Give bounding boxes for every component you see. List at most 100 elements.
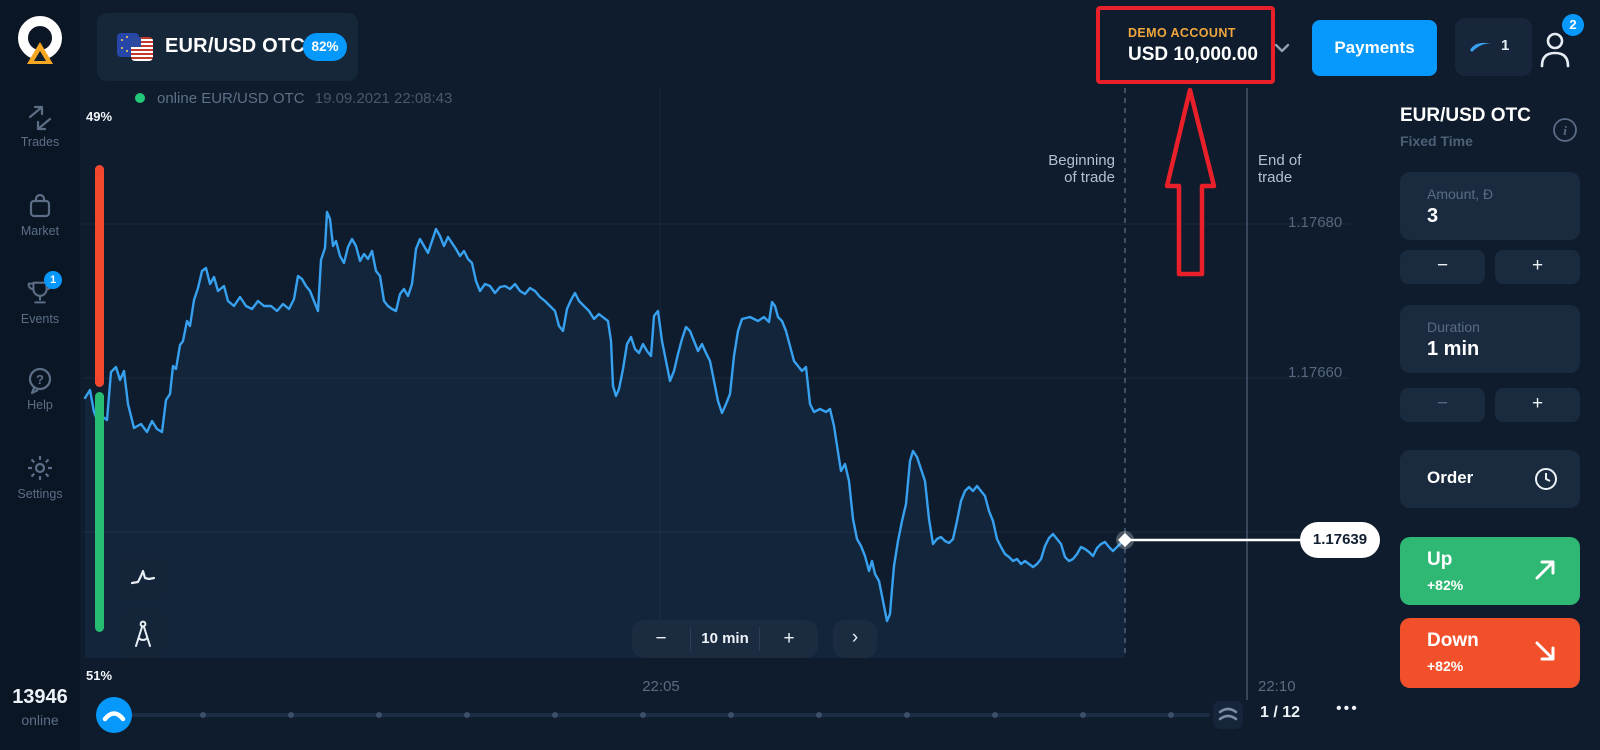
sidebar-item-help[interactable]: ? Help (0, 366, 80, 412)
mini-chart-icon (102, 711, 126, 722)
status-online: online (157, 90, 198, 107)
up-label: Up (1427, 549, 1453, 570)
profile-button[interactable]: 2 (1532, 14, 1584, 76)
up-button[interactable]: Up +82% (1400, 537, 1580, 605)
time-axis-tick: 22:05 (642, 678, 680, 695)
chevron-down-icon[interactable] (1274, 42, 1290, 54)
payments-label: Payments (1334, 38, 1415, 57)
clock-icon (1535, 468, 1557, 490)
sidebar-item-label: Help (27, 398, 53, 412)
current-price-marker (1117, 532, 1133, 548)
olymp-logo-icon (18, 16, 62, 64)
go-to-live-button[interactable] (1213, 701, 1243, 729)
zoom-out-button[interactable]: − (655, 628, 667, 649)
duration-value: 1 min (1427, 338, 1480, 360)
track-dot (728, 712, 734, 718)
gift-swoosh-icon (1470, 42, 1492, 52)
chart-area-fill (85, 212, 1125, 658)
account-type: DEMO ACCOUNT (1128, 26, 1236, 40)
sidebar-item-trades[interactable]: Trades (0, 105, 80, 149)
sidebar-item-settings[interactable]: Settings (0, 453, 80, 501)
payments-button[interactable]: Payments (1312, 20, 1437, 76)
track-dot (816, 712, 822, 718)
amount-increase-button[interactable]: + (1495, 250, 1580, 284)
track-dot (200, 712, 206, 718)
amount-decrease-button[interactable]: − (1400, 250, 1485, 284)
chart-price-line (83, 210, 1127, 623)
sidebar-item-label: Trades (20, 135, 60, 149)
settings-gear-icon (28, 456, 52, 480)
events-badge: 1 (44, 271, 62, 289)
sidebar-item-label: Events (20, 312, 60, 326)
online-count-label: online (21, 712, 59, 728)
help-question-icon: ? (28, 367, 52, 395)
svg-text:i: i (1563, 123, 1567, 138)
asset-selector[interactable]: EUR/USD OTC 82% (97, 13, 358, 81)
online-count: 13946 (12, 686, 68, 708)
sentiment-bar-red (95, 165, 104, 387)
svg-text:?: ? (36, 372, 44, 387)
current-price-tag: 1.17639 (1300, 522, 1380, 558)
price-axis-tick: 1.17680 (1288, 214, 1343, 231)
chart-scroll-handle[interactable] (96, 697, 132, 733)
chart-scroll-track[interactable] (130, 712, 1210, 718)
trades-arrows-icon (28, 105, 52, 131)
profile-person-icon (1540, 32, 1570, 68)
arrow-up-right-icon (1535, 560, 1555, 580)
info-icon[interactable]: i (1552, 117, 1578, 143)
zoom-in-button[interactable]: + (783, 628, 795, 649)
account-switcher[interactable]: DEMO ACCOUNT USD 10,000.00 (1103, 12, 1269, 78)
drawing-tools-button[interactable] (118, 608, 168, 658)
arrow-down-right-icon (1535, 641, 1555, 661)
page-indicator: 1 / 12 (1260, 704, 1301, 721)
amount-field[interactable]: Amount, Đ 3 (1400, 172, 1580, 240)
duration-increase-button[interactable]: + (1495, 388, 1580, 422)
online-status-icon (135, 93, 145, 103)
more-options-button[interactable]: ••• (1336, 700, 1359, 717)
app-logo[interactable] (14, 12, 66, 68)
timeframe-control: − 10 min + (632, 620, 818, 658)
up-payout: +82% (1427, 577, 1464, 593)
time-axis-tick: 22:10 (1258, 678, 1296, 695)
chart-type-button[interactable] (118, 553, 168, 603)
asset-name: EUR/USD OTC (165, 35, 305, 57)
divider (690, 627, 691, 651)
divider (759, 627, 760, 651)
order-button[interactable]: Order (1400, 450, 1580, 508)
sentiment-down-label: 51% (86, 668, 113, 683)
track-dot (1080, 712, 1086, 718)
order-label: Order (1427, 468, 1474, 487)
track-dot (640, 712, 646, 718)
events-trophy-icon (27, 281, 53, 304)
account-balance: USD 10,000.00 (1128, 44, 1258, 65)
us-flag-icon (131, 37, 153, 61)
track-dot (376, 712, 382, 718)
track-dot (464, 712, 470, 718)
panel-trade-mode: Fixed Time (1400, 133, 1473, 149)
sidebar-item-market[interactable]: Market (0, 192, 80, 238)
sentiment-bar-green (95, 392, 104, 632)
status-pair-name: EUR/USD OTC (201, 90, 305, 107)
compass-icon (135, 620, 151, 647)
sidebar-item-events[interactable]: 1 Events (0, 271, 80, 326)
sidebar-item-label: Market (20, 224, 60, 238)
double-wave-icon (1218, 707, 1238, 721)
gifts-button[interactable]: 1 (1455, 18, 1532, 76)
notifications-badge: 2 (1562, 14, 1584, 36)
price-axis-tick: 1.17660 (1288, 364, 1343, 381)
track-dot (552, 712, 558, 718)
sidebar-item-label: Settings (17, 487, 63, 501)
down-button[interactable]: Down +82% (1400, 618, 1580, 688)
track-dot (992, 712, 998, 718)
trade-end-label: End of trade (1258, 152, 1302, 186)
track-dot (1168, 712, 1174, 718)
duration-label: Duration (1427, 319, 1480, 335)
timeframe-value[interactable]: 10 min (701, 630, 749, 647)
sentiment-up-label: 49% (86, 109, 113, 124)
amount-label: Amount, Đ (1427, 186, 1494, 202)
scroll-forward-button[interactable]: › (833, 620, 877, 658)
duration-decrease-button[interactable]: − (1400, 388, 1485, 422)
duration-field[interactable]: Duration 1 min (1400, 305, 1580, 373)
